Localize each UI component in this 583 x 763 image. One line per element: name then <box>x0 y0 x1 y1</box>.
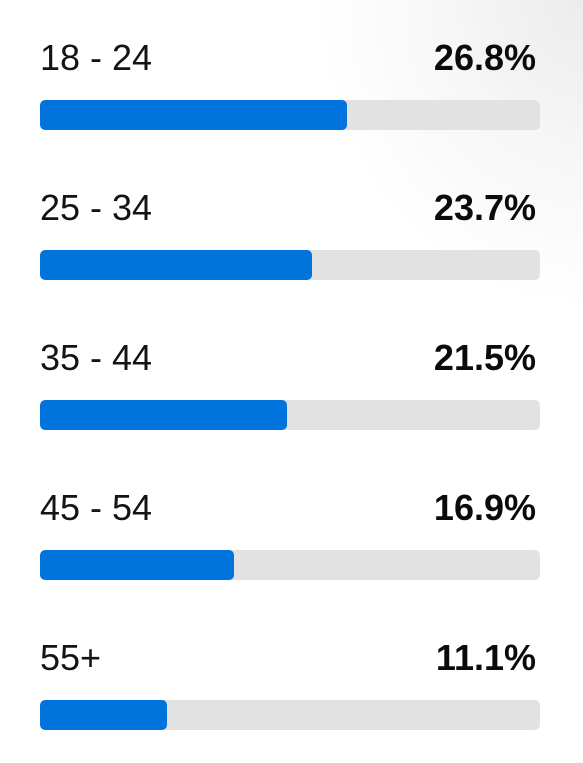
bar-track <box>40 100 540 130</box>
bar-track <box>40 250 540 280</box>
category-label: 45 - 54 <box>40 487 153 528</box>
category-label: 55+ <box>40 637 102 678</box>
bar-fill <box>40 400 287 430</box>
bar-fill <box>40 550 234 580</box>
value-label: 26.8% <box>433 37 536 78</box>
bar-fill <box>40 700 167 730</box>
bar-track <box>40 400 540 430</box>
category-label: 35 - 44 <box>40 337 153 378</box>
value-label: 23.7% <box>433 187 536 228</box>
bar-row: 55+ 11.1% <box>40 600 540 730</box>
bar-row: 45 - 54 16.9% <box>40 450 540 580</box>
value-label: 11.1% <box>435 637 536 678</box>
bar-track <box>40 550 540 580</box>
category-label: 18 - 24 <box>40 37 153 78</box>
bar-row: 18 - 24 26.8% <box>40 0 540 130</box>
bar-track <box>40 700 540 730</box>
bar-fill <box>40 250 312 280</box>
bar-row: 25 - 34 23.7% <box>40 150 540 280</box>
bar-row: 35 - 44 21.5% <box>40 300 540 430</box>
value-label: 21.5% <box>433 337 536 378</box>
value-label: 16.9% <box>433 487 536 528</box>
bar-fill <box>40 100 347 130</box>
category-label: 25 - 34 <box>40 187 153 228</box>
